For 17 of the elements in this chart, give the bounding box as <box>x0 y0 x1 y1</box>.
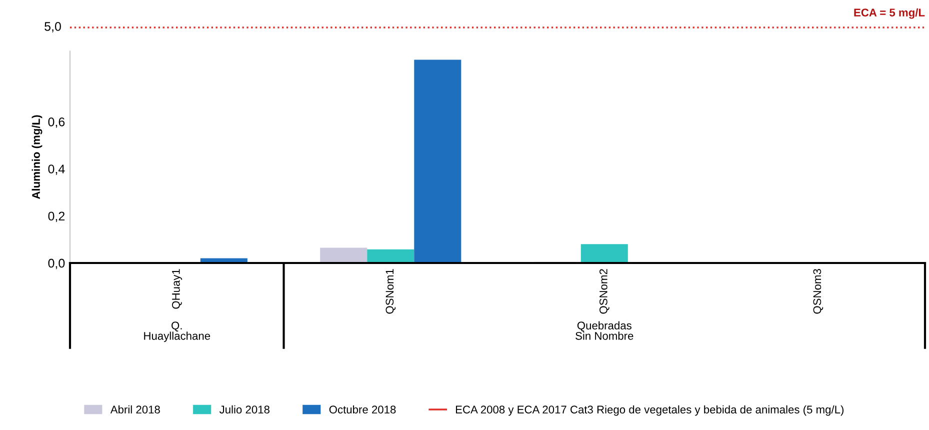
text: ECA 2008 y ECA 2017 Cat3 Riego de vegetales y bebida de animales (5 mg/L) <box>456 405 844 416</box>
y-tick-label: 0,2 <box>48 212 65 222</box>
y-tick-label: 0,0 <box>48 258 65 270</box>
x-tick-label: QSNom2 <box>599 269 610 314</box>
y-tick-label: 0,4 <box>48 164 65 175</box>
text: 5,0 <box>44 22 61 32</box>
y-tick-label: 0,6 <box>48 117 65 128</box>
x-tick-label: QSNom1 <box>386 269 396 314</box>
text: Quebradas Sin Nombre <box>576 321 634 340</box>
x-tick-label: QSNom3 <box>813 269 824 314</box>
legend-label: Octubre 2018 <box>329 405 396 414</box>
legend-label: Abril 2018 <box>110 405 160 414</box>
x-tick-label: QHuay1 <box>172 269 182 309</box>
text: Q. Huayllachane <box>144 322 210 342</box>
text: ECA = 5 mg/L <box>854 8 925 19</box>
y-axis-title: Aluminio (mg/L) <box>32 115 42 199</box>
legend-label: Julio 2018 <box>219 405 270 414</box>
